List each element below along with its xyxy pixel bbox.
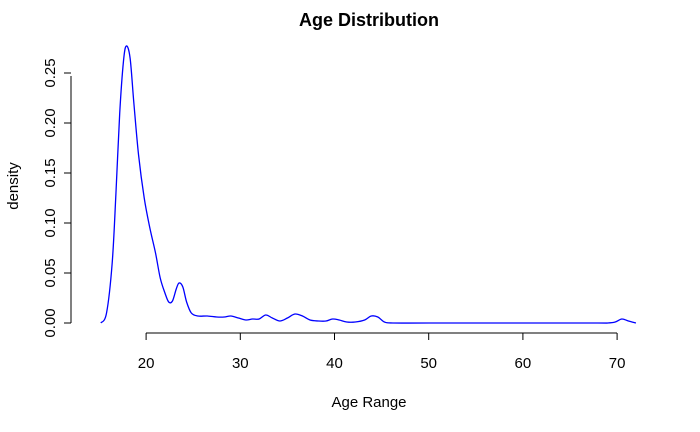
x-axis-label: Age Range — [331, 394, 406, 411]
x-tick-label: 30 — [232, 355, 249, 372]
y-tick-label: 0.10 — [42, 208, 59, 237]
x-axis-ticks: 20 30 40 50 60 70 — [138, 333, 626, 372]
chart-title: Age Distribution — [299, 10, 439, 30]
density-series-layer — [100, 45, 637, 324]
y-axis-label: density — [5, 162, 22, 210]
y-tick-label: 0.00 — [42, 308, 59, 337]
x-tick-label: 40 — [326, 355, 343, 372]
x-tick-label: 70 — [609, 355, 626, 372]
y-tick-label: 0.05 — [42, 258, 59, 287]
y-axis-ticks: 0.00 0.05 0.10 0.15 0.20 0.25 — [42, 58, 71, 338]
y-tick-label: 0.20 — [42, 108, 59, 137]
y-tick-label: 0.25 — [42, 58, 59, 87]
x-tick-label: 20 — [138, 355, 155, 372]
x-tick-label: 60 — [515, 355, 532, 372]
x-tick-label: 50 — [420, 355, 437, 372]
density-series-line — [100, 45, 637, 324]
y-tick-label: 0.15 — [42, 158, 59, 187]
